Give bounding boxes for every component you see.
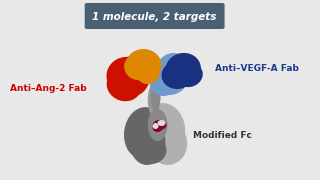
Ellipse shape bbox=[148, 121, 187, 165]
FancyBboxPatch shape bbox=[85, 3, 225, 29]
Ellipse shape bbox=[107, 57, 149, 97]
Ellipse shape bbox=[175, 63, 203, 87]
Text: Anti–VEGF-A Fab: Anti–VEGF-A Fab bbox=[215, 64, 299, 73]
Ellipse shape bbox=[165, 53, 201, 85]
Text: 1 molecule, 2 targets: 1 molecule, 2 targets bbox=[92, 12, 217, 22]
Ellipse shape bbox=[158, 53, 189, 81]
Ellipse shape bbox=[151, 83, 161, 111]
Ellipse shape bbox=[153, 123, 159, 129]
Ellipse shape bbox=[130, 121, 165, 165]
Ellipse shape bbox=[157, 120, 165, 126]
Ellipse shape bbox=[153, 124, 163, 132]
Ellipse shape bbox=[135, 136, 166, 164]
Ellipse shape bbox=[142, 103, 185, 157]
Ellipse shape bbox=[150, 59, 189, 95]
Ellipse shape bbox=[162, 61, 193, 89]
Text: Modified Fc: Modified Fc bbox=[193, 130, 252, 140]
Ellipse shape bbox=[118, 56, 150, 84]
Ellipse shape bbox=[136, 62, 160, 84]
Ellipse shape bbox=[124, 107, 164, 159]
Ellipse shape bbox=[148, 84, 160, 116]
Ellipse shape bbox=[124, 54, 152, 80]
Text: Anti–Ang-2 Fab: Anti–Ang-2 Fab bbox=[10, 84, 86, 93]
Ellipse shape bbox=[153, 120, 166, 130]
Ellipse shape bbox=[148, 109, 167, 141]
Ellipse shape bbox=[107, 69, 142, 101]
Ellipse shape bbox=[150, 70, 177, 96]
Ellipse shape bbox=[126, 49, 162, 81]
